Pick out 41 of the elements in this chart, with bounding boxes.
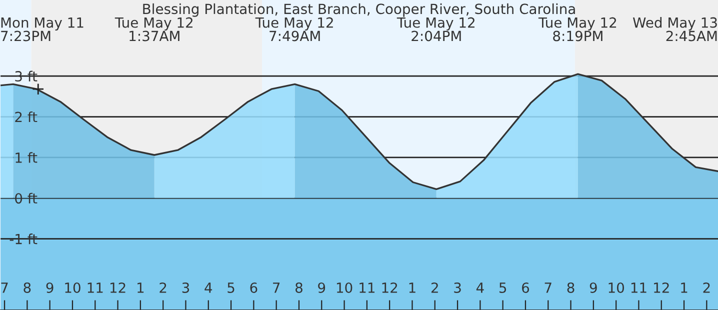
annotation: Tue May 12 2:04PM bbox=[396, 17, 474, 42]
x-tick-label: 2 bbox=[431, 282, 438, 293]
x-tick-label: 12 bbox=[382, 282, 398, 293]
annotation: Wed May 13 2:45AM bbox=[632, 17, 717, 42]
chart-title: Blessing Plantation, East Branch, Cooper River, South Carolina bbox=[143, 3, 575, 17]
x-tick-label: 8 bbox=[24, 282, 31, 293]
x-tick-label: 9 bbox=[318, 282, 326, 293]
x-tick-label: 1 bbox=[138, 282, 144, 293]
x-tick-label: 7 bbox=[544, 282, 552, 293]
x-tick-label: 11 bbox=[88, 282, 103, 293]
y-tick-label: 2 ft bbox=[15, 111, 38, 122]
x-tick-label: 4 bbox=[204, 282, 212, 293]
y-tick-label: 1 ft bbox=[16, 152, 38, 163]
x-tick-label: 6 bbox=[522, 282, 530, 293]
x-tick-label: 3 bbox=[182, 282, 190, 293]
x-tick-label: 5 bbox=[499, 282, 506, 293]
x-tick-label: 7 bbox=[273, 282, 280, 293]
x-tick-label: 11 bbox=[631, 282, 646, 293]
annotation: Tue May 12 7:49AM bbox=[255, 17, 333, 42]
x-tick-label: 8 bbox=[296, 282, 302, 293]
x-tick-label: 6 bbox=[250, 282, 258, 293]
x-tick-label: 10 bbox=[65, 282, 80, 293]
x-tick-label: 11 bbox=[360, 282, 374, 293]
x-tick-label: 4 bbox=[476, 282, 484, 293]
x-tick-label: 5 bbox=[228, 282, 234, 293]
x-tick-label: 1 bbox=[409, 282, 416, 293]
x-tick-label: 3 bbox=[454, 282, 461, 293]
annotation: Mon May 11 7:23PM bbox=[1, 17, 84, 42]
x-tick-label: 8 bbox=[567, 282, 574, 293]
x-tick-label: 7 bbox=[1, 282, 8, 293]
x-tick-label: 9 bbox=[590, 282, 597, 293]
x-tick-label: 10 bbox=[608, 282, 624, 293]
x-tick-label: 12 bbox=[654, 282, 669, 293]
annotation: Tue May 12 1:37AM bbox=[114, 17, 192, 42]
x-tick-label: 10 bbox=[336, 282, 352, 293]
x-tick-label: 1 bbox=[681, 282, 688, 293]
annotation: Tue May 12 8:19PM bbox=[538, 17, 616, 42]
x-tick-label: 2 bbox=[160, 282, 166, 293]
x-tick-label: 12 bbox=[110, 282, 126, 293]
x-tick-label: 9 bbox=[46, 282, 54, 293]
x-tick-label: 2 bbox=[703, 282, 710, 293]
